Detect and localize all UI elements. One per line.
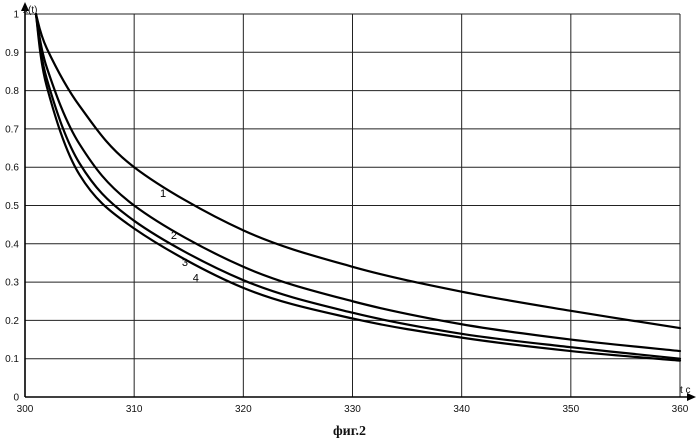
- grid-lines: [25, 14, 680, 397]
- axes: [21, 2, 696, 401]
- y-tick-label: 0: [13, 393, 19, 404]
- series-line-4: [36, 14, 680, 361]
- series-labels: 1 2 34: [160, 188, 199, 284]
- y-tick-label: 0.6: [5, 163, 19, 174]
- y-tick-label: 1: [13, 10, 19, 21]
- series-label-2: 2: [171, 230, 177, 242]
- y-tick-label: 0.1: [5, 354, 19, 365]
- y-tick-label: 0.3: [5, 278, 19, 289]
- y-tick-label: 0.2: [5, 316, 19, 327]
- series-label-3: 3: [182, 257, 188, 269]
- x-tick-label: 350: [562, 404, 579, 415]
- x-tick-label: 310: [126, 404, 143, 415]
- series-lines: [36, 14, 680, 361]
- x-tick-label: 330: [344, 404, 361, 415]
- series-line-1: [36, 14, 680, 328]
- y-tick-label: 0.5: [5, 201, 19, 212]
- y-axis-label: x(t): [23, 5, 37, 16]
- tick-labels: 00.10.20.30.40.50.60.70.80.9130031032033…: [5, 10, 689, 416]
- series-label-4: 4: [193, 272, 199, 284]
- x-axis-label: t c: [680, 385, 691, 396]
- x-tick-label: 320: [235, 404, 252, 415]
- y-tick-label: 0.4: [5, 239, 19, 250]
- series-line-2: [36, 14, 680, 351]
- y-tick-label: 0.7: [5, 124, 19, 135]
- figure-caption: фиг.2: [0, 424, 699, 440]
- x-tick-label: 340: [453, 404, 470, 415]
- y-tick-label: 0.9: [5, 48, 19, 59]
- x-tick-label: 300: [17, 404, 34, 415]
- x-tick-label: 360: [672, 404, 689, 415]
- series-line-3: [36, 14, 680, 359]
- series-label-1: 1: [160, 188, 166, 200]
- y-tick-label: 0.8: [5, 86, 19, 97]
